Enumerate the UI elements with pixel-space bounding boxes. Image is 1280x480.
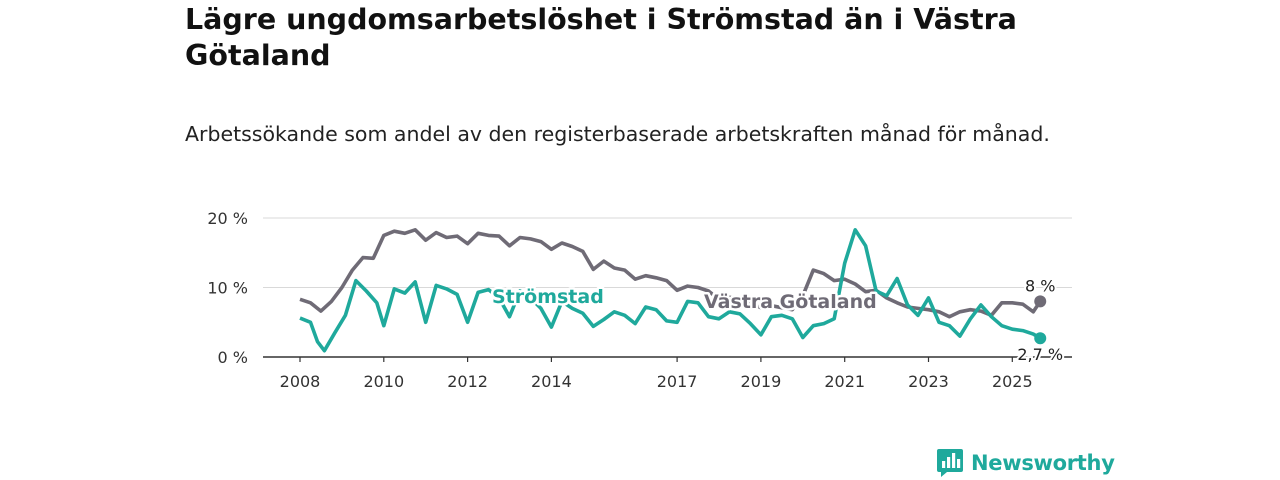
x-tick-label: 2021: [824, 372, 865, 391]
end-point-vastra-gotaland: [1034, 295, 1047, 308]
end-label-vastra-gotaland: 8 %: [1025, 276, 1055, 295]
series-label-stromstad-halo: Strömstad: [492, 286, 604, 308]
x-tick-label: 2012: [447, 372, 488, 391]
x-tick-label: 2019: [741, 372, 782, 391]
y-tick-label: 20 %: [207, 209, 248, 228]
series-line-vastra-gotaland: [299, 228, 1042, 319]
series: [299, 228, 1047, 353]
series-label-vastra-gotaland-halo: Västra Götaland: [704, 291, 877, 313]
newsworthy-logo-text: Newsworthy: [971, 451, 1115, 475]
x-tick-label: 2023: [908, 372, 949, 391]
x-tick-label: 2017: [657, 372, 698, 391]
x-tick-label: 2025: [992, 372, 1033, 391]
chart-title: Lägre ungdomsarbetslöshet i Strömstad än…: [185, 3, 1017, 72]
axes: 0 % 10 % 20 % 2008 2010 2012 2014 2017 2019 2021 2…: [207, 209, 1072, 391]
end-label-stromstad-halo: 2,7 %: [1017, 345, 1063, 364]
y-tick-label: 0 %: [218, 348, 248, 367]
newsworthy-logo-icon: [937, 449, 963, 477]
x-tick-label: 2008: [280, 372, 321, 391]
end-label-vastra-gotaland-halo: 8 %: [1025, 276, 1055, 295]
series-label-vastra-gotaland: Västra Götaland: [704, 291, 877, 313]
end-point-stromstad: [1034, 332, 1047, 345]
end-label-stromstad: 2,7 %: [1017, 345, 1063, 364]
series-label-stromstad: Strömstad: [492, 286, 604, 308]
chart-subtitle: Arbetssökande som andel av den registerb…: [185, 122, 1050, 146]
newsworthy-logo: Newsworthy: [936, 448, 1115, 478]
gridlines: [263, 217, 1072, 288]
x-tick-label: 2010: [363, 372, 404, 391]
y-tick-label: 10 %: [207, 279, 248, 298]
x-tick-label: 2014: [531, 372, 572, 391]
series-line-stromstad: [299, 228, 1042, 353]
